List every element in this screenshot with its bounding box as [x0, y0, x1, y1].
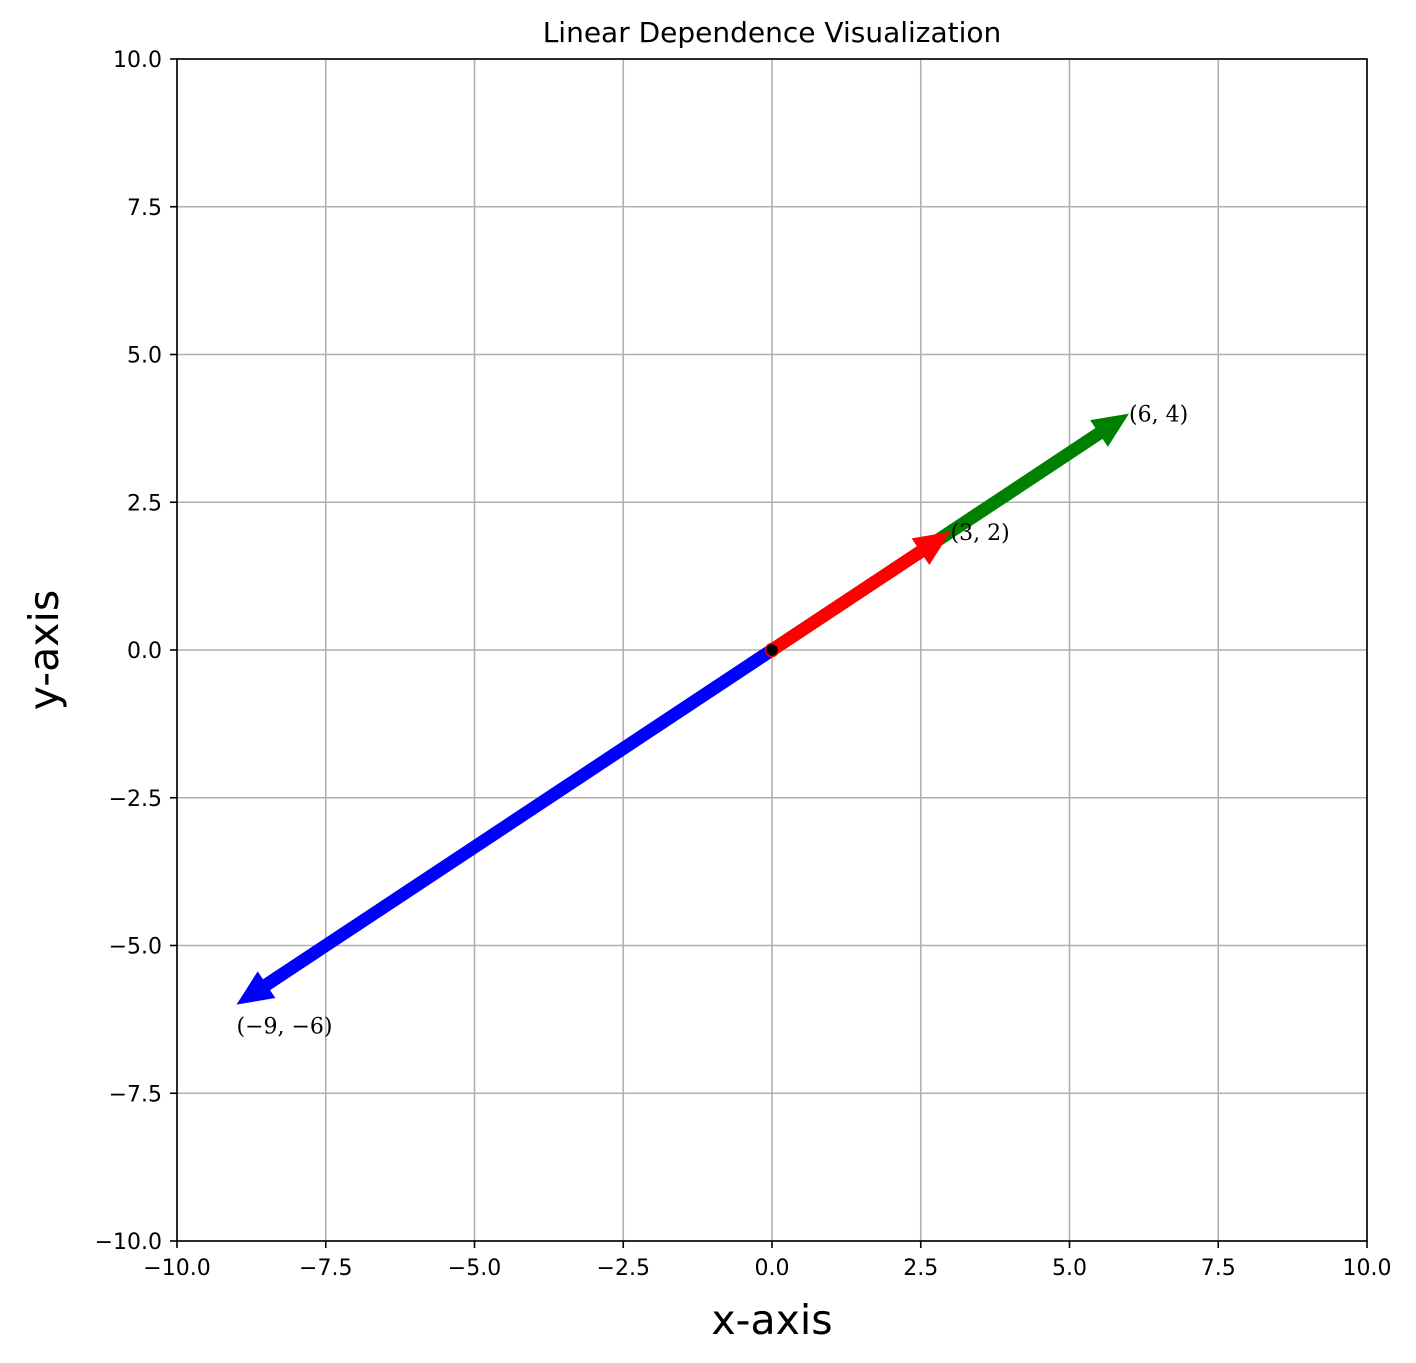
y-tick-label: 7.5	[127, 196, 162, 221]
x-tick-label: −5.0	[448, 1256, 501, 1281]
x-tick-label: 5.0	[1052, 1256, 1087, 1281]
y-tick-label: 2.5	[127, 491, 162, 516]
x-axis-title: x-axis	[711, 1296, 832, 1344]
vector-label: (−9, −6)	[237, 1015, 333, 1040]
y-tick-label: 10.0	[113, 48, 162, 73]
x-tick-label: −10.0	[143, 1256, 210, 1281]
y-axis-title: y-axis	[20, 590, 68, 710]
y-tick-label: −10.0	[95, 1230, 162, 1255]
y-tick-label: −5.0	[109, 935, 162, 960]
vector-arrow-2	[236, 644, 776, 1005]
x-tick-label: −7.5	[299, 1256, 352, 1281]
origin-point	[764, 642, 780, 658]
x-tick-label: 7.5	[1201, 1256, 1236, 1281]
vector-arrow-1	[768, 531, 951, 656]
chart-title: Linear Dependence Visualization	[543, 16, 1002, 49]
y-tick-label: −7.5	[109, 1082, 162, 1107]
x-tick-label: 2.5	[903, 1256, 938, 1281]
y-tick-label: 5.0	[127, 344, 162, 369]
vector-label: (3, 2)	[951, 521, 1010, 546]
x-tick-label: 10.0	[1343, 1256, 1392, 1281]
x-tick-label: −2.5	[597, 1256, 650, 1281]
axis-ticks: −10.0 −7.5 −5.0 −2.5 0.0 2.5 5.0 7.5 10.0 −10.0 −7…	[95, 48, 1392, 1281]
x-tick-label: 0.0	[755, 1256, 790, 1281]
y-tick-label: −2.5	[109, 787, 162, 812]
vectors	[236, 413, 1129, 1005]
y-tick-label: 0.0	[127, 639, 162, 664]
vector-annotations: (6, 4) (3, 2) (−9, −6)	[237, 403, 1189, 1040]
vector-label: (6, 4)	[1129, 403, 1188, 428]
